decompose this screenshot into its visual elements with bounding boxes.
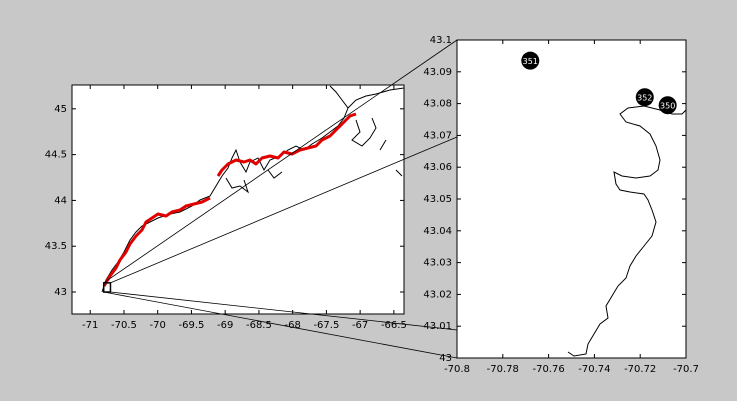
y-tick-label: 43.08 [423, 99, 452, 110]
x-tick-label: -66.5 [381, 320, 407, 331]
y-tick-label: 43.03 [423, 258, 452, 269]
connector-line [110, 136, 458, 284]
x-tick-label: -70 [150, 320, 166, 331]
y-tick-label: 43.1 [430, 35, 452, 46]
x-tick-label: -68 [284, 320, 300, 331]
connector-line [110, 291, 458, 331]
station-marker [635, 88, 654, 107]
right-axes [456, 39, 687, 359]
y-tick-label: 43.02 [423, 289, 452, 300]
y-tick-label: 44.5 [45, 150, 67, 161]
x-tick-label: -70.8 [444, 364, 470, 375]
x-tick-label: -71 [82, 320, 98, 331]
left-coastline [101, 85, 404, 293]
y-tick-label: 45 [54, 104, 67, 115]
x-tick-label: -70.72 [624, 364, 656, 375]
x-tick-label: -70.5 [111, 320, 137, 331]
y-tick-label: 43.01 [423, 321, 452, 332]
station-label: 351 [523, 57, 538, 66]
x-tick-label: -69.5 [179, 320, 205, 331]
x-tick-label: -68.5 [246, 320, 272, 331]
y-tick-label: 43.05 [423, 194, 452, 205]
connector-line [103, 39, 458, 284]
x-tick-label: -70.78 [487, 364, 519, 375]
y-tick-label: 43 [54, 287, 67, 298]
y-tick-label: 43.09 [423, 67, 452, 78]
station-label: 352 [637, 94, 652, 103]
right-coastline [567, 105, 686, 357]
station-marker [658, 96, 677, 115]
station-marker [521, 51, 540, 70]
x-tick-label: -70.74 [578, 364, 610, 375]
x-tick-label: -70.7 [673, 364, 699, 375]
y-tick-label: 43.5 [45, 241, 67, 252]
x-tick-label: -67 [352, 320, 368, 331]
left-axes [71, 84, 405, 315]
x-tick-label: -67.5 [313, 320, 339, 331]
y-tick-label: 43.06 [423, 162, 452, 173]
y-tick-label: 43.07 [423, 130, 452, 141]
y-tick-label: 43.04 [423, 226, 452, 237]
station-label: 350 [660, 102, 675, 111]
x-tick-label: -69 [217, 320, 233, 331]
y-tick-label: 43 [439, 353, 452, 364]
x-tick-label: -70.76 [532, 364, 564, 375]
y-tick-label: 44 [54, 195, 67, 206]
connector-line [103, 291, 458, 359]
zoom-box [102, 282, 112, 293]
